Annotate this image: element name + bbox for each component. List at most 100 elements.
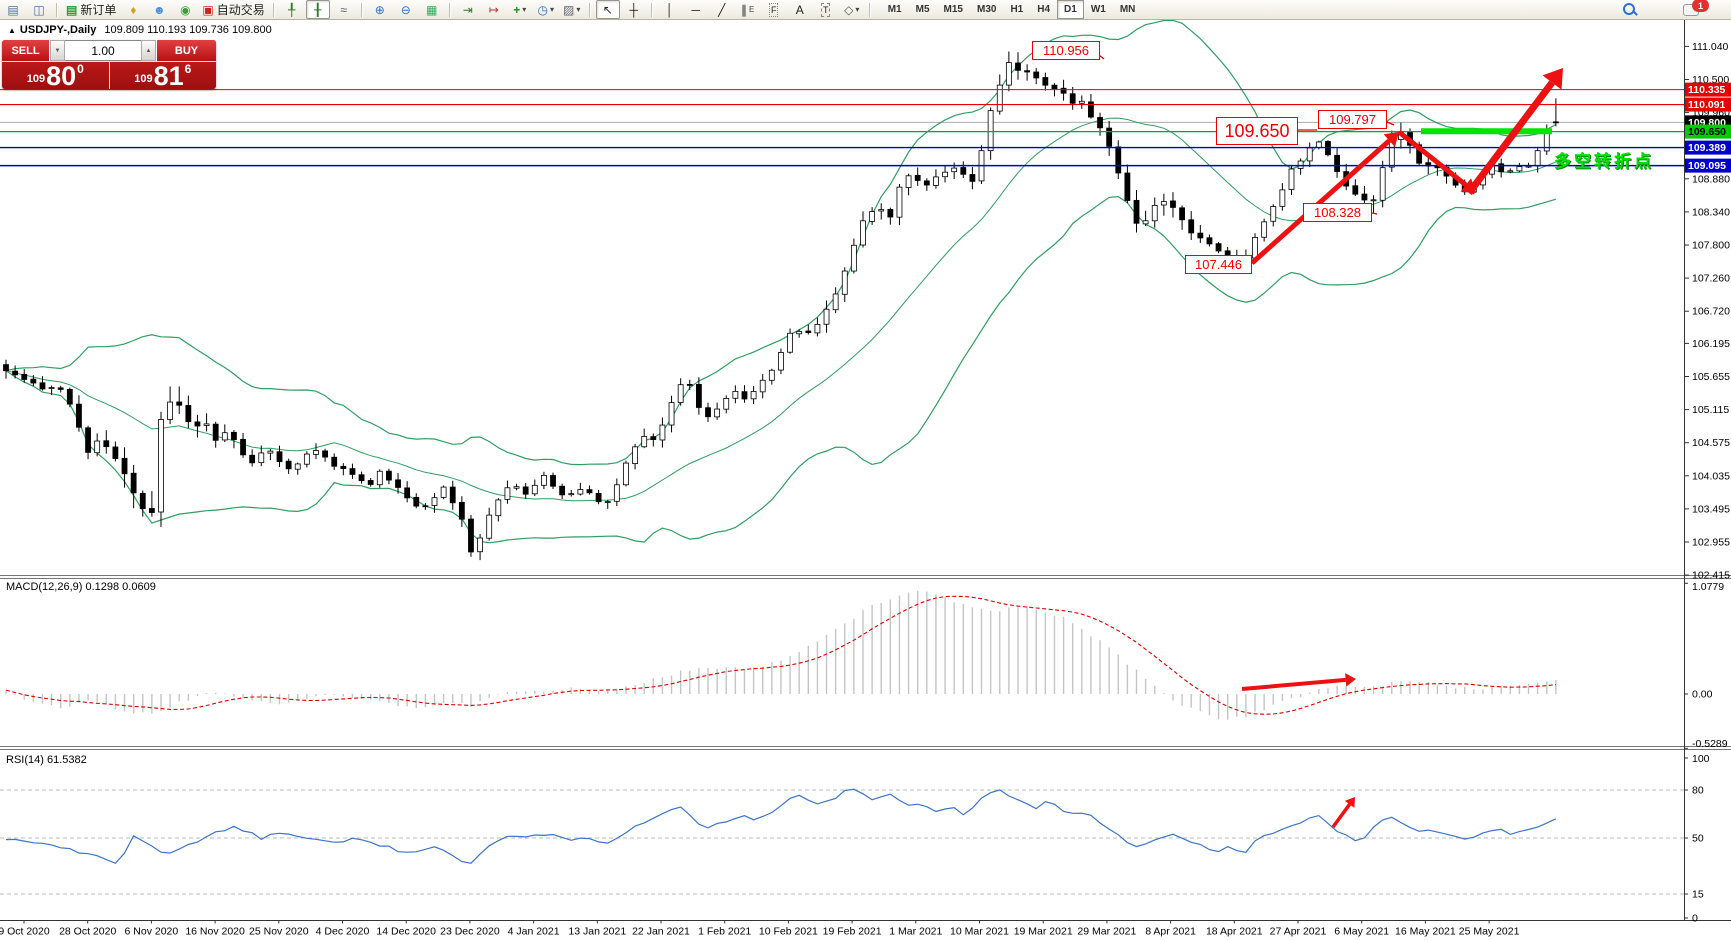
market-watch-icon[interactable]: ♦ [130, 2, 137, 17]
price-annotation-107.446[interactable]: 107.446 [1185, 255, 1252, 274]
label-tool[interactable]: T [820, 2, 831, 17]
chart-shift-icon[interactable]: ↦ [488, 2, 499, 17]
buy-quote[interactable]: 109 81 6 [134, 61, 192, 89]
svg-text:16 Nov 2020: 16 Nov 2020 [185, 926, 245, 938]
timeframe-d1[interactable]: D1 [1057, 0, 1084, 19]
svg-text:102.955: 102.955 [1692, 537, 1730, 549]
timeframe-m1[interactable]: M1 [887, 4, 902, 15]
timeframe-h1[interactable]: H1 [1010, 4, 1024, 15]
toolbar-separator [650, 2, 653, 17]
search-icon[interactable] [1621, 1, 1638, 17]
svg-text:107.800: 107.800 [1692, 240, 1730, 252]
buy-button[interactable]: BUY [157, 40, 216, 61]
axis-badge-109.095 [1685, 158, 1731, 173]
timeframe-h4[interactable]: H4 [1037, 4, 1051, 15]
timeframe-mn[interactable]: MN [1119, 4, 1136, 15]
svg-text:109.095: 109.095 [1688, 160, 1726, 172]
bollinger-bands [5, 20, 1557, 544]
one-click-trading-panel: SELL ▼ 1.00 ▲ BUY 109 80 0 109 81 6 [2, 40, 216, 89]
price-annotation-110.956[interactable]: 110.956 [1032, 41, 1100, 60]
volume-input[interactable]: 1.00 [65, 40, 141, 61]
svg-text:27 Apr 2021: 27 Apr 2021 [1270, 926, 1327, 938]
autotrading-button[interactable]: ▣ 自动交易 [199, 0, 267, 19]
timeframe-bar: M1 M5 M15 M30 H1 H4 D1 W1 MN [881, 0, 1143, 19]
macd-arrow[interactable] [1241, 673, 1356, 691]
sell-button[interactable]: SELL [2, 40, 49, 61]
candlestick-chart-icon[interactable]: ╂ [305, 0, 330, 19]
templates-icon[interactable]: ▨ ▾ [563, 2, 581, 17]
svg-text:22 Jan 2021: 22 Jan 2021 [632, 926, 690, 938]
trendline-tool[interactable]: ╱ [718, 2, 726, 17]
date-axis: 9 Oct 2020 28 Oct 2020 6 Nov 2020 16 Nov 20… [0, 920, 1520, 938]
cursor-tool[interactable]: ↖ [595, 0, 620, 19]
line-chart-icon[interactable]: ≈ [340, 2, 348, 17]
svg-text:16 May 2021: 16 May 2021 [1395, 926, 1456, 938]
expand-arrow-icon[interactable]: ▲ [8, 26, 16, 35]
crosshair-tool[interactable]: ┼ [629, 2, 638, 17]
svg-text:6 May 2021: 6 May 2021 [1334, 926, 1389, 938]
zoom-out-icon[interactable]: ⊖ [400, 2, 411, 17]
svg-text:1.0779: 1.0779 [1692, 581, 1724, 593]
svg-text:25 May 2021: 25 May 2021 [1459, 926, 1520, 938]
price-annotation-108.328[interactable]: 108.328 [1303, 203, 1372, 222]
volume-increase-button[interactable]: ▲ [141, 40, 156, 61]
new-chart-icon[interactable]: ▤ [7, 2, 19, 17]
svg-text:19 Mar 2021: 19 Mar 2021 [1014, 926, 1073, 938]
price-annotation-109.797[interactable]: 109.797 [1318, 110, 1387, 129]
axis-badge-109.650 [1685, 124, 1731, 139]
svg-text:10 Mar 2021: 10 Mar 2021 [950, 926, 1009, 938]
zoom-in-icon[interactable]: ⊕ [374, 2, 385, 17]
community-icon[interactable]: ☻ [153, 2, 166, 17]
svg-text:1 Mar 2021: 1 Mar 2021 [889, 926, 942, 938]
fibonacci-tool[interactable]: F [768, 2, 779, 17]
svg-text:10 Feb 2021: 10 Feb 2021 [759, 926, 818, 938]
profiles-icon[interactable]: ◫ [33, 2, 45, 17]
volume-decrease-button[interactable]: ▼ [50, 40, 65, 61]
price-annotation-109.650[interactable]: 109.650 [1216, 117, 1298, 145]
chart-header: ▲ USDJPY-,Daily 109.809 110.193 109.736 10… [8, 24, 272, 36]
timeframe-m30[interactable]: M30 [976, 4, 997, 15]
sell-quote[interactable]: 109 80 0 [2, 62, 110, 89]
tile-windows-icon[interactable]: ▦ [426, 2, 438, 17]
svg-text:23 Dec 2020: 23 Dec 2020 [440, 926, 500, 938]
add-indicator-button[interactable]: + ▾ [513, 2, 527, 17]
trend-arrow-up-1[interactable] [1250, 132, 1399, 265]
timeframe-m5[interactable]: M5 [915, 4, 930, 15]
svg-text:105.115: 105.115 [1692, 404, 1729, 416]
rsi-arrow[interactable] [1331, 797, 1355, 829]
svg-text:1 Feb 2021: 1 Feb 2021 [698, 926, 751, 938]
svg-text:4 Dec 2020: 4 Dec 2020 [316, 926, 370, 938]
axis-badge-110.335 [1685, 82, 1731, 97]
axis-badge-109.389 [1685, 140, 1731, 155]
svg-text:110.335: 110.335 [1688, 84, 1726, 96]
svg-text:14 Dec 2020: 14 Dec 2020 [376, 926, 436, 938]
timeframe-w1[interactable]: W1 [1090, 4, 1106, 15]
svg-text:25 Nov 2020: 25 Nov 2020 [249, 926, 309, 938]
svg-text:111.040: 111.040 [1692, 41, 1729, 53]
price-axis: 111.040110.500109.960108.880108.340107.8… [1684, 41, 1731, 925]
svg-text:9 Oct 2020: 9 Oct 2020 [0, 926, 50, 938]
svg-text:107.260: 107.260 [1692, 273, 1730, 285]
new-order-button[interactable]: ▤ 新订单 [63, 0, 119, 19]
toolbar-separator [868, 2, 871, 17]
svg-text:102.415: 102.415 [1692, 570, 1730, 582]
channel-tool[interactable]: ∥ E [741, 2, 755, 17]
signals-icon[interactable]: ◉ [180, 2, 191, 17]
toolbar-separator [448, 2, 451, 17]
notifications-button[interactable]: 1 [1683, 0, 1709, 17]
periods-clock-icon[interactable]: ◷ ▾ [537, 2, 554, 17]
text-tool[interactable]: A [795, 2, 804, 17]
svg-text:0.00: 0.00 [1692, 689, 1713, 701]
vertical-line-tool[interactable]: │ [665, 2, 674, 17]
bar-chart-icon[interactable]: ╀ [288, 2, 296, 17]
trend-arrow-up-big[interactable] [1466, 68, 1563, 196]
auto-scroll-icon[interactable]: ⇥ [462, 2, 473, 17]
timeframe-m15[interactable]: M15 [943, 4, 963, 15]
svg-text:6 Nov 2020: 6 Nov 2020 [125, 926, 179, 938]
arrows-tool[interactable]: ◇ ▾ [844, 2, 860, 17]
note-text[interactable]: 多空转折点 [1554, 152, 1654, 171]
horizontal-line-tool[interactable]: ─ [691, 2, 700, 17]
annotation-connectors [1091, 48, 1395, 265]
